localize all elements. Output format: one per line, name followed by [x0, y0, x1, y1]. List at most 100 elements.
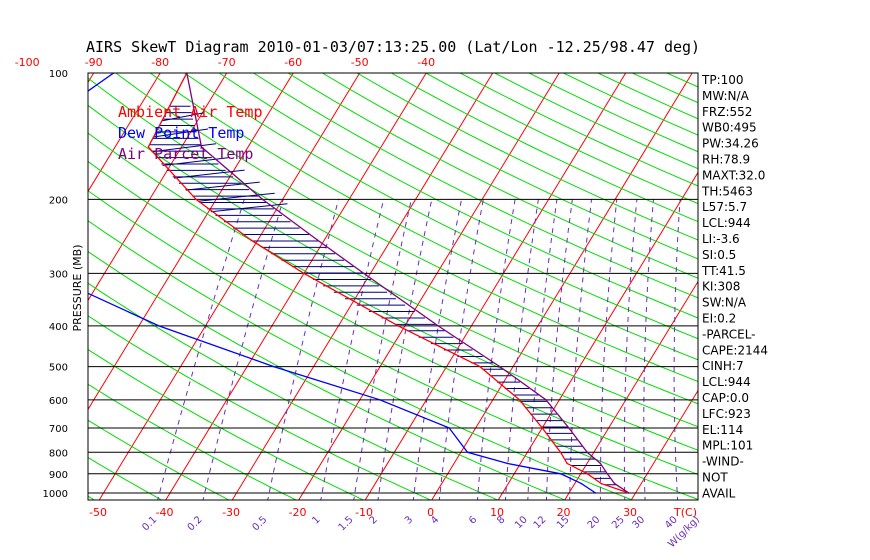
isotherm-line [298, 73, 560, 500]
profile-point [613, 482, 616, 485]
bottom-temp-tick-label: -20 [289, 506, 307, 519]
dry-adiabat-line [184, 73, 698, 340]
top-temp-tick-label: -40 [417, 56, 435, 69]
stability-index-item: MPL:101 [702, 439, 753, 453]
cape-hatch [173, 169, 245, 179]
profile-point [8, 146, 10, 148]
mixing-ratio-tick-label: 12 [532, 514, 549, 531]
isotherm-line [165, 73, 427, 500]
dry-adiabat-line [287, 73, 698, 279]
profile-point [250, 239, 252, 241]
pressure-tick-label: 800 [49, 448, 68, 459]
stability-index-item: CAP:0.0 [702, 391, 749, 405]
cape-hatch [198, 192, 275, 202]
profile-point [158, 325, 160, 327]
dry-adiabat-line [253, 73, 698, 299]
bottom-temp-tick-label: -10 [355, 506, 373, 519]
dry-adiabat-line [666, 73, 698, 88]
stability-index-item: TT:41.5 [701, 264, 746, 278]
bottom-temp-tick-label: 30 [623, 506, 637, 519]
legend-dewpoint: Dew Point Temp [118, 124, 244, 142]
legend-ambient: Ambient Air Temp [118, 103, 263, 121]
cape-hatch [151, 143, 217, 153]
temp-axis-unit: T(C) [673, 506, 697, 519]
pressure-tick-label: 700 [49, 424, 68, 435]
top-temp-tick-label: -50 [351, 56, 369, 69]
profile-point [566, 462, 568, 465]
profile-point [594, 492, 597, 494]
profile-point [44, 273, 46, 275]
profile-point [448, 427, 450, 429]
dry-adiabat-line [88, 315, 432, 500]
bottom-temp-tick-label: -30 [222, 506, 240, 519]
cape-hatch [185, 181, 260, 191]
stability-index-item: NOT [702, 471, 728, 485]
dry-adiabat-line [322, 73, 698, 260]
pressure-tick-label: 200 [49, 195, 68, 206]
stability-index-item: EI:0.2 [702, 312, 736, 326]
dry-adiabat-line [528, 73, 698, 153]
bottom-temp-tick-label: 20 [557, 506, 571, 519]
top-temp-tick-label: -60 [284, 56, 302, 69]
profile-point [559, 451, 562, 454]
mixing-ratio-tick-label: 8 [495, 514, 507, 526]
bottom-temp-tick-label: -40 [156, 506, 174, 519]
mixing-ratio-line [545, 199, 573, 500]
dry-adiabat-line [149, 73, 698, 361]
mixing-ratio-line [673, 199, 681, 500]
cape-hatch [162, 156, 231, 166]
profile-point [499, 365, 501, 368]
cape-hatch [210, 203, 288, 213]
pressure-tick-label: 400 [49, 322, 68, 333]
profile-point [628, 492, 630, 494]
stability-index-item: SI:0.5 [702, 248, 736, 262]
profile-point [580, 482, 583, 485]
isotherm-line [564, 280, 698, 500]
legend-parcel: Air Parcel Temp [118, 145, 253, 163]
stability-index-item: FRZ:552 [702, 105, 752, 119]
top-temp-tick-label: -100 [15, 56, 40, 69]
profile-point [466, 451, 469, 454]
dry-adiabat-line [88, 190, 698, 500]
mixing-ratio-line [202, 199, 284, 500]
pressure-tick-label: 600 [49, 396, 68, 407]
profile-point [479, 365, 481, 368]
ambient-temp-line [147, 73, 630, 494]
pressure-tick-label: 300 [49, 269, 68, 280]
dry-adiabat-line [88, 160, 698, 476]
stability-index-item: LCL:944 [702, 216, 751, 230]
cape-hatch [153, 128, 209, 138]
profile-point [545, 399, 547, 401]
top-temp-tick-label: -70 [218, 56, 236, 69]
stability-index-item: -PARCEL- [702, 327, 756, 341]
bottom-temp-tick-label: 10 [490, 506, 504, 519]
profile-point [147, 146, 150, 148]
mixing-ratio-tick-label: 20 [586, 514, 603, 531]
pressure-tick-label: 100 [49, 69, 68, 80]
isotherm-line [0, 64, 33, 502]
stability-index-item: WB0:495 [702, 121, 757, 135]
stability-index-item: -WIND- [702, 455, 744, 469]
isotherm-line [88, 73, 161, 193]
stability-indices: TP:100 MW:N/A FRZ:552 WB0:495 PW:34.26 RH:78.… [701, 73, 768, 500]
mixing-ratio-line [643, 199, 654, 500]
cape-hatch [161, 112, 204, 122]
stability-index-item: MW:N/A [702, 89, 750, 103]
isotherm-line [763, 64, 870, 502]
profile-point [437, 325, 440, 327]
profile-point [586, 472, 589, 475]
bottom-temp-tick-label: -50 [89, 506, 107, 519]
mixing-ratio-tick-label: 4 [429, 514, 441, 526]
mixing-ratio-tick-label: 10 [513, 514, 530, 531]
dry-adiabat-line [391, 73, 698, 223]
profile-point [363, 272, 365, 275]
profile-point [567, 427, 570, 429]
stability-index-item: PW:34.26 [702, 137, 759, 151]
profile-point [599, 462, 602, 465]
dry-adiabat-line [839, 73, 870, 502]
stability-index-item: TP:100 [701, 73, 744, 87]
pressure-tick-label: 500 [49, 363, 68, 374]
isotherm-line [88, 73, 95, 84]
legend: Ambient Air Temp Dew Point Temp Air Parc… [118, 103, 263, 163]
